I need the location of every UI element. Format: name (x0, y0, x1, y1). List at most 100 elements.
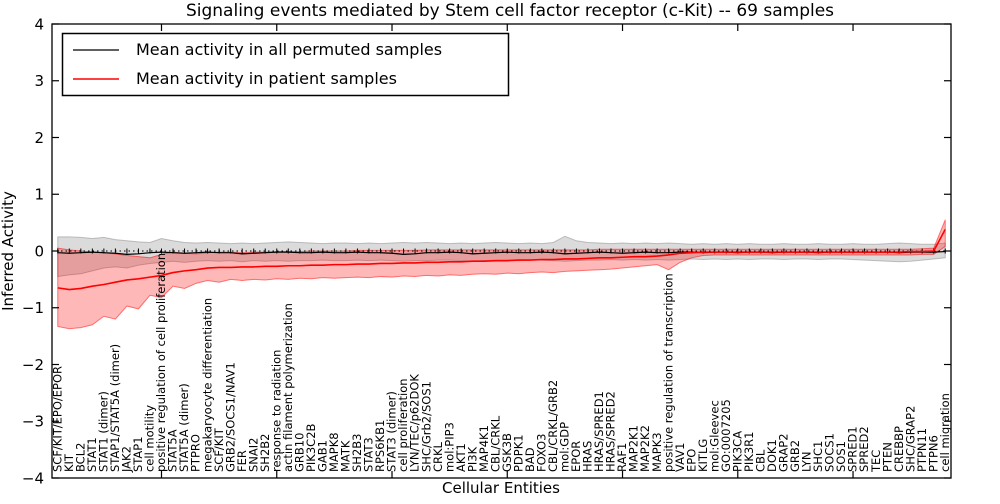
x-tick-label: STAT1 (85, 437, 99, 472)
x-tick-label: GRAP2 (777, 433, 791, 472)
legend-label-patient: Mean activity in patient samples (136, 69, 397, 88)
x-axis-label: Cellular Entities (442, 479, 560, 497)
x-tick-label: SCF/KIT (212, 427, 226, 472)
x-tick-label: MAPK3 (650, 432, 664, 472)
x-tick-label: GRB10 (292, 433, 306, 472)
x-tick-label: CRKL (431, 441, 445, 472)
x-tick-label: LYN (800, 451, 814, 472)
chart-title: Signaling events mediated by Stem cell f… (186, 1, 834, 21)
x-tick-label: JAK2 (120, 446, 134, 473)
y-tick-label: −1 (22, 299, 44, 317)
x-tick-label: VAV1 (673, 443, 687, 472)
y-tick-label: 1 (34, 186, 44, 204)
x-tick-label: CBL/CRKL (488, 415, 502, 472)
x-tick-label: SPRED2 (857, 426, 871, 472)
x-tick-label: EPOR (569, 441, 583, 472)
x-tick-label: SOS1 (834, 441, 848, 472)
y-tick-label: 0 (34, 242, 44, 260)
x-tick-label: mol:Gleevec (707, 400, 721, 472)
x-tick-label: TEC (869, 450, 883, 473)
x-tick-label: SPRED1 (846, 426, 860, 472)
y-tick-label: 2 (34, 129, 44, 147)
x-tick-label: SH2B2 (258, 434, 272, 472)
x-tick-label: BCL2 (73, 443, 87, 472)
x-tick-label: mol:GDP (558, 422, 572, 472)
y-axis-label: Inferred Activity (0, 191, 17, 311)
x-tick-label: STAP1 (131, 436, 145, 472)
x-tick-label: SHC/GRAP2 (903, 406, 917, 472)
x-tick-label: megakaryocyte differentiation (200, 298, 214, 472)
x-tick-label: SOCS1 (823, 433, 837, 472)
legend-label-permuted: Mean activity in all permuted samples (136, 40, 442, 59)
x-tick-label: MATK (339, 440, 353, 472)
x-tick-label: STAT1 (dimer) (97, 391, 111, 472)
x-tick-label: PTPN6 (926, 435, 940, 472)
x-tick-label: EPO (684, 449, 698, 472)
x-tick-label: cell motility (143, 405, 157, 472)
y-tick-label: −2 (22, 356, 44, 374)
x-tick-label: BAD (523, 447, 537, 472)
x-tick-label: STAT3 (dimer) (385, 391, 399, 472)
legend: Mean activity in all permuted samples Me… (61, 32, 510, 97)
y-tick-label: 4 (34, 15, 44, 33)
y-tick-label: −3 (22, 413, 44, 431)
x-tick-label: GO:0007205 (719, 399, 733, 472)
x-tick-label: PTPRO (189, 434, 203, 472)
x-tick-label: STAP1/STAT5A (dimer) (108, 344, 122, 472)
x-tick-label: SHC1 (811, 441, 825, 472)
x-tick-label: response to radiation (269, 350, 283, 472)
x-tick-label: PIK3C2B (304, 423, 318, 472)
x-tick-label: DOK1 (765, 439, 779, 472)
x-tick-label: SCF/KIT/EPO/EPOR (50, 366, 64, 472)
x-tick-label: GAB1 (316, 440, 330, 472)
patient-mean-line (57, 229, 946, 291)
x-tick-label: STAT5A (dimer) (177, 383, 191, 472)
x-tick-label: CBL (754, 449, 768, 472)
x-tick-label: FER (235, 450, 249, 472)
x-tick-label: MAP2K2 (638, 425, 652, 472)
patient-band (57, 219, 946, 330)
x-tick-label: mol:PIP3 (442, 422, 456, 472)
x-tick-label: PTPN11 (915, 428, 929, 472)
x-tick-label: STAT3 (362, 437, 376, 472)
x-tick-label: LYN/TEC/p62DOK (408, 374, 422, 472)
x-tick-label: RAF1 (615, 443, 629, 472)
x-tick-label: cell migration (938, 393, 952, 472)
x-tick-label: SH2B3 (350, 434, 364, 472)
permuted-band (57, 235, 946, 278)
x-tick-label: GRB2 (788, 440, 802, 472)
x-tick-label: RPS6KB1 (373, 420, 387, 472)
x-tick-label: CREBBP (892, 426, 906, 472)
x-tick-label: PI3K (465, 446, 479, 472)
x-tick-label: GSK3B (500, 433, 514, 472)
y-tick-label: −4 (22, 469, 44, 487)
x-tick-label: KITLG (696, 439, 710, 472)
x-tick-label: HRAS (581, 441, 595, 472)
x-tick-label: PTEN (880, 442, 894, 472)
y-tick-label: 3 (34, 72, 44, 90)
x-tick-label: STAT5A (166, 429, 180, 472)
x-tick-label: KIT (62, 453, 76, 472)
x-tick-label: AKT1 (454, 443, 468, 472)
x-tick-label: GRB2/SOCS1/NAV1 (223, 362, 237, 472)
x-tick-label: MAP4K1 (477, 425, 491, 472)
x-tick-label: HRAS/SPRED2 (604, 391, 618, 472)
x-tick-label: CBL/CRKL/GRB2 (546, 380, 560, 472)
plot-area: −4−3−2−101234SCF/KIT/EPO/EPORKITBCL2STAT… (22, 15, 952, 487)
x-tick-label: cell proliferation (396, 378, 410, 472)
x-tick-label: positive regulation of transcription (661, 273, 675, 472)
x-tick-label: PDPK1 (511, 434, 525, 472)
x-tick-label: actin filament polymerization (281, 303, 295, 472)
x-tick-label: SNAI2 (246, 438, 260, 472)
x-tick-label: HRAS/SPRED1 (592, 391, 606, 472)
x-tick-label: MAPK8 (327, 432, 341, 472)
x-tick-label: PIK3CA (730, 431, 744, 472)
x-tick-label: positive regulation of cell proliferatio… (154, 253, 168, 472)
x-tick-label: FOXO3 (535, 434, 549, 472)
x-tick-label: PIK3R1 (742, 432, 756, 473)
legend-box (61, 32, 510, 97)
x-tick-label: MAP2K1 (627, 425, 641, 472)
x-tick-label: SHC/Grb2/SOS1 (419, 381, 433, 472)
